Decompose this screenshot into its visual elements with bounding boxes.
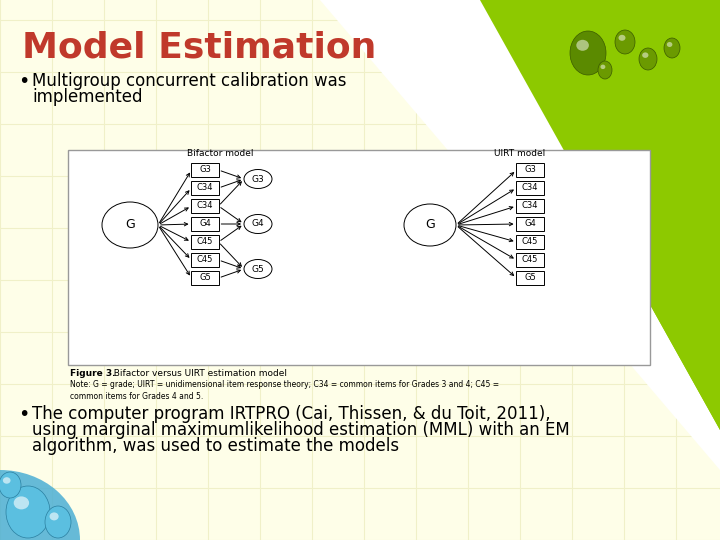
Ellipse shape bbox=[404, 204, 456, 246]
Text: C45: C45 bbox=[197, 255, 213, 265]
Text: G: G bbox=[425, 219, 435, 232]
FancyBboxPatch shape bbox=[68, 150, 650, 365]
Ellipse shape bbox=[244, 260, 272, 279]
Text: C34: C34 bbox=[197, 184, 213, 192]
Ellipse shape bbox=[45, 506, 71, 538]
Text: The computer program IRTPRO (Cai, Thissen, & du Toit, 2011),: The computer program IRTPRO (Cai, Thisse… bbox=[32, 405, 551, 423]
Ellipse shape bbox=[102, 202, 158, 248]
Text: Model Estimation: Model Estimation bbox=[22, 30, 377, 64]
Ellipse shape bbox=[244, 170, 272, 188]
Text: C34: C34 bbox=[197, 201, 213, 211]
Ellipse shape bbox=[14, 496, 29, 509]
Text: C34: C34 bbox=[522, 201, 539, 211]
FancyBboxPatch shape bbox=[191, 199, 219, 213]
FancyBboxPatch shape bbox=[191, 163, 219, 177]
Text: G3: G3 bbox=[524, 165, 536, 174]
FancyBboxPatch shape bbox=[191, 271, 219, 285]
Text: implemented: implemented bbox=[32, 88, 143, 106]
Text: Bifactor model: Bifactor model bbox=[186, 149, 253, 158]
Polygon shape bbox=[350, 0, 720, 460]
FancyBboxPatch shape bbox=[516, 271, 544, 285]
Text: G3: G3 bbox=[199, 165, 211, 174]
FancyBboxPatch shape bbox=[516, 163, 544, 177]
Ellipse shape bbox=[618, 35, 626, 41]
Ellipse shape bbox=[600, 65, 606, 69]
Text: Multigroup concurrent calibration was: Multigroup concurrent calibration was bbox=[32, 72, 346, 90]
Ellipse shape bbox=[570, 31, 606, 75]
Ellipse shape bbox=[50, 512, 58, 521]
Text: Bifactor versus UIRT estimation model: Bifactor versus UIRT estimation model bbox=[108, 369, 287, 378]
FancyBboxPatch shape bbox=[191, 217, 219, 231]
Ellipse shape bbox=[667, 42, 672, 47]
Text: G5: G5 bbox=[199, 273, 211, 282]
Ellipse shape bbox=[3, 477, 11, 484]
Text: •: • bbox=[18, 405, 30, 424]
Ellipse shape bbox=[598, 61, 612, 79]
Text: algorithm, was used to estimate the models: algorithm, was used to estimate the mode… bbox=[32, 437, 399, 455]
FancyBboxPatch shape bbox=[191, 181, 219, 195]
Text: G5: G5 bbox=[524, 273, 536, 282]
FancyBboxPatch shape bbox=[191, 253, 219, 267]
Text: G4: G4 bbox=[524, 219, 536, 228]
FancyBboxPatch shape bbox=[516, 217, 544, 231]
FancyBboxPatch shape bbox=[191, 235, 219, 249]
Text: C45: C45 bbox=[522, 255, 538, 265]
Text: Note: G = grade; UIRT = unidimensional item response theory; C34 = common items : Note: G = grade; UIRT = unidimensional i… bbox=[70, 380, 499, 401]
Ellipse shape bbox=[0, 472, 21, 498]
Polygon shape bbox=[320, 0, 720, 470]
Ellipse shape bbox=[0, 470, 80, 540]
Polygon shape bbox=[480, 0, 720, 430]
Text: UIRT model: UIRT model bbox=[495, 149, 546, 158]
Text: C45: C45 bbox=[197, 238, 213, 246]
Text: G: G bbox=[125, 219, 135, 232]
Ellipse shape bbox=[576, 40, 589, 51]
Text: using marginal maximumlikelihood estimation (MML) with an EM: using marginal maximumlikelihood estimat… bbox=[32, 421, 570, 439]
Text: G4: G4 bbox=[199, 219, 211, 228]
Text: G3: G3 bbox=[251, 174, 264, 184]
Ellipse shape bbox=[615, 30, 635, 54]
Ellipse shape bbox=[642, 52, 649, 58]
Ellipse shape bbox=[639, 48, 657, 70]
Text: Figure 3.: Figure 3. bbox=[70, 369, 115, 378]
FancyBboxPatch shape bbox=[516, 253, 544, 267]
FancyBboxPatch shape bbox=[516, 199, 544, 213]
Text: G5: G5 bbox=[251, 265, 264, 273]
Ellipse shape bbox=[6, 486, 50, 538]
Text: G4: G4 bbox=[252, 219, 264, 228]
Ellipse shape bbox=[244, 214, 272, 233]
Text: •: • bbox=[18, 72, 30, 91]
Text: C34: C34 bbox=[522, 184, 539, 192]
Ellipse shape bbox=[664, 38, 680, 58]
FancyBboxPatch shape bbox=[516, 235, 544, 249]
Text: C45: C45 bbox=[522, 238, 538, 246]
FancyBboxPatch shape bbox=[516, 181, 544, 195]
